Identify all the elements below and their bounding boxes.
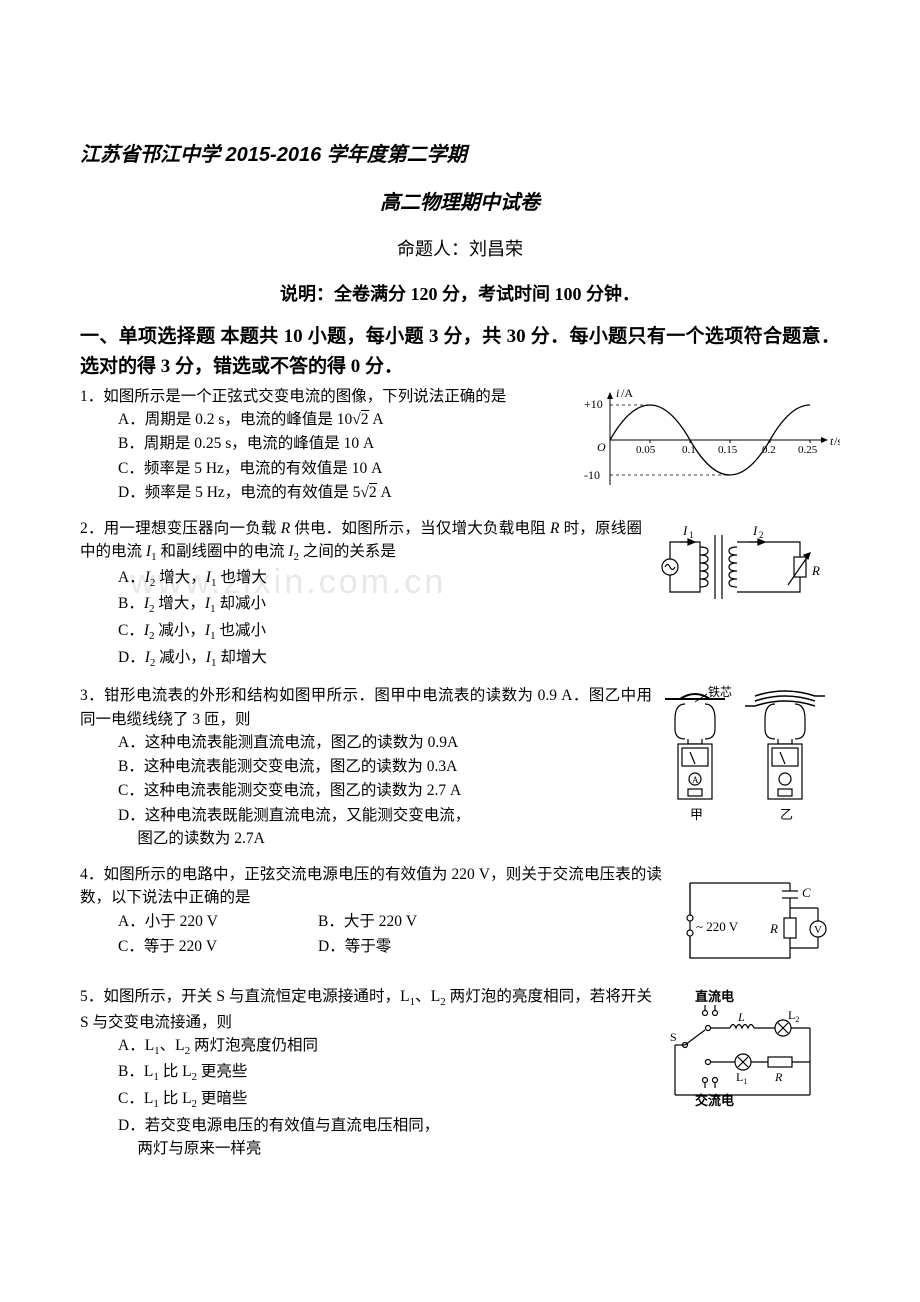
instruction-line: 说明：全卷满分 120 分，考试时间 100 分钟． [80,281,840,308]
q4-C: C．等于 220 V [118,935,318,958]
svg-text:S: S [670,1030,677,1044]
main-title: 江苏省邗江中学 2015-2016 学年度第二学期 [80,140,840,170]
svg-text:L: L [737,1010,745,1024]
svg-text:C: C [802,885,811,900]
svg-text:0.2: 0.2 [762,444,776,456]
q4-B: B．大于 220 V [318,910,518,933]
question-2: www.zixin.com.cn [80,517,840,672]
svg-text:~ 220 V: ~ 220 V [696,919,739,934]
svg-text:L2: L2 [788,1008,799,1024]
svg-text:铁芯: 铁芯 [708,685,732,699]
svg-text:0.25: 0.25 [798,444,818,456]
switch-circuit-diagram: 直流电 交流电 S L L2 L1 R [660,985,840,1115]
svg-text:/s: /s [834,434,840,448]
svg-text:R: R [769,921,778,936]
svg-text:i: i [616,386,619,400]
q2-B: B．I2 增大，I1 却减小 [118,592,840,618]
q1-figure: i /A t /s +10 -10 O 0.05 0.1 [580,385,840,495]
question-3: A 铁芯 甲 乙 3．钳形电 [80,684,840,851]
q2-text: 2．用一理想变压器向一负载 R 供电．如图所示，当仅增大负载电阻 R 时，原线圈… [80,517,840,566]
clamp-meter-diagram: A 铁芯 甲 乙 [660,684,840,834]
svg-text:0.15: 0.15 [718,444,738,456]
sine-chart: i /A t /s +10 -10 O 0.05 0.1 [580,385,840,495]
svg-text:直流电: 直流电 [695,989,734,1004]
svg-text:V: V [814,924,822,936]
q2-D: D．I2 减小，I1 却增大 [118,646,840,672]
q4-figure: C R V ~ 220 V [670,863,840,973]
svg-text:甲: 甲 [690,807,703,822]
svg-text:L1: L1 [736,1070,747,1086]
q4-A: A．小于 220 V [118,910,318,933]
section-1-header: 一、单项选择题 本题共 10 小题，每小题 3 分，共 30 分．每小题只有一个… [80,322,840,383]
q3-figure: A 铁芯 甲 乙 [660,684,840,834]
question-1: i /A t /s +10 -10 O 0.05 0.1 [80,385,840,505]
svg-text:-10: -10 [584,468,600,482]
svg-text:R: R [774,1070,783,1084]
svg-text:交流电: 交流电 [695,1093,734,1108]
q2-A: A．I2 增大，I1 也增大 [118,566,840,592]
svg-text:0.05: 0.05 [636,444,656,456]
svg-text:/A: /A [621,386,633,400]
svg-text:乙: 乙 [780,807,793,822]
q4-D: D．等于零 [318,935,518,958]
rc-circuit-diagram: C R V ~ 220 V [670,863,840,973]
sub-title: 高二物理期中试卷 [80,188,840,218]
svg-text:+10: +10 [584,397,603,411]
svg-text:A: A [692,775,699,785]
question-5: 直流电 交流电 S L L2 L1 R 5．如图所示，开关 S 与直流恒定电源接… [80,985,840,1161]
q2-options: A．I2 增大，I1 也增大 B．I2 增大，I1 却减小 C．I2 减小，I1… [80,566,840,671]
q5-figure: 直流电 交流电 S L L2 L1 R [660,985,840,1115]
author-line: 命题人：刘昌荣 [80,236,840,263]
svg-text:O: O [597,440,606,454]
q2-C: C．I2 减小，I1 也减小 [118,619,840,645]
question-4: C R V ~ 220 V 4．如图所示的电路中，正弦交流电源电压的有效值为 2… [80,863,840,973]
svg-text:0.1: 0.1 [682,444,696,456]
q5-D: D．若交变电源电压的有效值与直流电压相同， 两灯与原来一样亮 [118,1114,840,1161]
